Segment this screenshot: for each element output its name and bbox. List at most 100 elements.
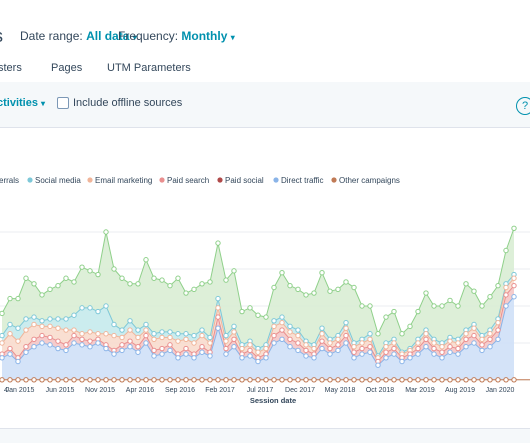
- legend-label: Direct traffic: [281, 176, 324, 185]
- legend-marker: [331, 177, 337, 183]
- data-point: [95, 308, 101, 315]
- frequency-filter[interactable]: Frequency: Monthly ▾: [118, 29, 235, 43]
- x-tick-label: Feb 2017: [205, 387, 235, 394]
- data-point: [447, 344, 453, 350]
- data-point: [359, 345, 365, 352]
- bottom-panel: [0, 428, 530, 443]
- data-point: [487, 344, 493, 350]
- data-point: [127, 327, 133, 333]
- offline-sources-checkbox[interactable]: [57, 97, 69, 109]
- x-tick-label: Nov 2015: [85, 387, 115, 394]
- data-point: [399, 331, 405, 337]
- data-point: [487, 336, 493, 343]
- data-point: [311, 290, 317, 296]
- activities-filter-label[interactable]: ctivities: [0, 97, 38, 109]
- data-point: [215, 377, 221, 383]
- data-point: [135, 281, 141, 287]
- data-point: [431, 303, 437, 309]
- data-point: [183, 345, 189, 352]
- data-point: [255, 349, 261, 355]
- x-tick-label: 4: [4, 387, 8, 394]
- data-point: [63, 342, 69, 348]
- data-point: [423, 331, 429, 337]
- data-point: [351, 355, 357, 361]
- data-point: [151, 353, 157, 359]
- x-tick-label: Jan 2020: [486, 387, 515, 394]
- data-point: [87, 305, 93, 311]
- data-point: [31, 344, 37, 350]
- data-point: [407, 355, 413, 361]
- data-point: [79, 377, 85, 383]
- data-point: [351, 344, 357, 350]
- data-point: [319, 325, 325, 331]
- data-point: [343, 377, 349, 383]
- data-point: [103, 303, 109, 309]
- data-point: [95, 271, 101, 278]
- data-point: [207, 279, 213, 285]
- data-point: [247, 347, 253, 354]
- data-point: [231, 336, 237, 343]
- data-point: [503, 303, 509, 309]
- legend-label: Social media: [35, 176, 81, 185]
- data-point: [71, 377, 77, 383]
- data-point: [39, 318, 45, 324]
- data-point: [151, 331, 157, 337]
- data-point: [271, 377, 277, 383]
- data-point: [23, 349, 29, 355]
- data-point: [223, 277, 229, 283]
- data-point: [455, 340, 461, 346]
- data-point: [319, 331, 325, 337]
- data-point: [391, 351, 397, 357]
- data-point: [327, 351, 333, 357]
- date-range-value[interactable]: All data: [86, 29, 130, 43]
- chart-legend: errals Social media Email marketing Paid se…: [0, 176, 400, 185]
- data-point: [239, 377, 245, 383]
- data-point: [119, 275, 125, 281]
- data-point: [127, 318, 133, 324]
- data-point: [431, 377, 437, 383]
- data-point: [79, 331, 85, 337]
- data-point: [455, 303, 461, 309]
- data-point: [215, 305, 221, 311]
- chevron-down-icon[interactable]: ▾: [230, 33, 235, 42]
- data-point: [367, 344, 373, 350]
- data-point: [311, 355, 317, 361]
- data-point: [175, 275, 181, 281]
- data-point: [399, 377, 405, 383]
- data-point: [295, 332, 301, 339]
- data-point: [223, 351, 229, 357]
- legend-label: Other campaigns: [339, 176, 400, 185]
- data-point: [31, 336, 37, 343]
- data-point: [47, 323, 53, 330]
- data-point: [287, 344, 293, 350]
- data-point: [487, 377, 493, 383]
- data-point: [111, 377, 117, 383]
- chevron-down-icon[interactable]: ▾: [132, 33, 137, 42]
- date-range-filter[interactable]: Date range: All data ▾: [20, 29, 137, 43]
- data-point: [295, 347, 301, 354]
- data-point: [135, 344, 141, 350]
- tab-pages[interactable]: Pages: [51, 62, 83, 74]
- data-point: [87, 268, 93, 274]
- data-point: [167, 377, 173, 383]
- help-icon[interactable]: ?: [516, 97, 530, 115]
- data-point: [495, 319, 501, 326]
- data-point: [0, 310, 5, 317]
- data-point: [247, 353, 253, 359]
- data-point: [151, 377, 157, 383]
- chevron-down-icon[interactable]: ▾: [41, 99, 46, 108]
- data-point: [439, 303, 445, 309]
- frequency-value[interactable]: Monthly: [181, 29, 228, 43]
- data-point: [111, 332, 117, 339]
- data-point: [391, 377, 397, 383]
- data-point: [503, 284, 509, 291]
- data-point: [135, 334, 141, 341]
- data-point: [279, 377, 285, 383]
- data-point: [391, 308, 397, 315]
- data-point: [335, 286, 341, 293]
- data-point: [359, 303, 365, 309]
- activities-filter-dropdown[interactable]: ctivities ▾: [0, 97, 45, 109]
- tab-sources[interactable]: sters: [0, 62, 22, 74]
- tab-utm-parameters[interactable]: UTM Parameters: [107, 62, 191, 74]
- data-point: [455, 351, 461, 357]
